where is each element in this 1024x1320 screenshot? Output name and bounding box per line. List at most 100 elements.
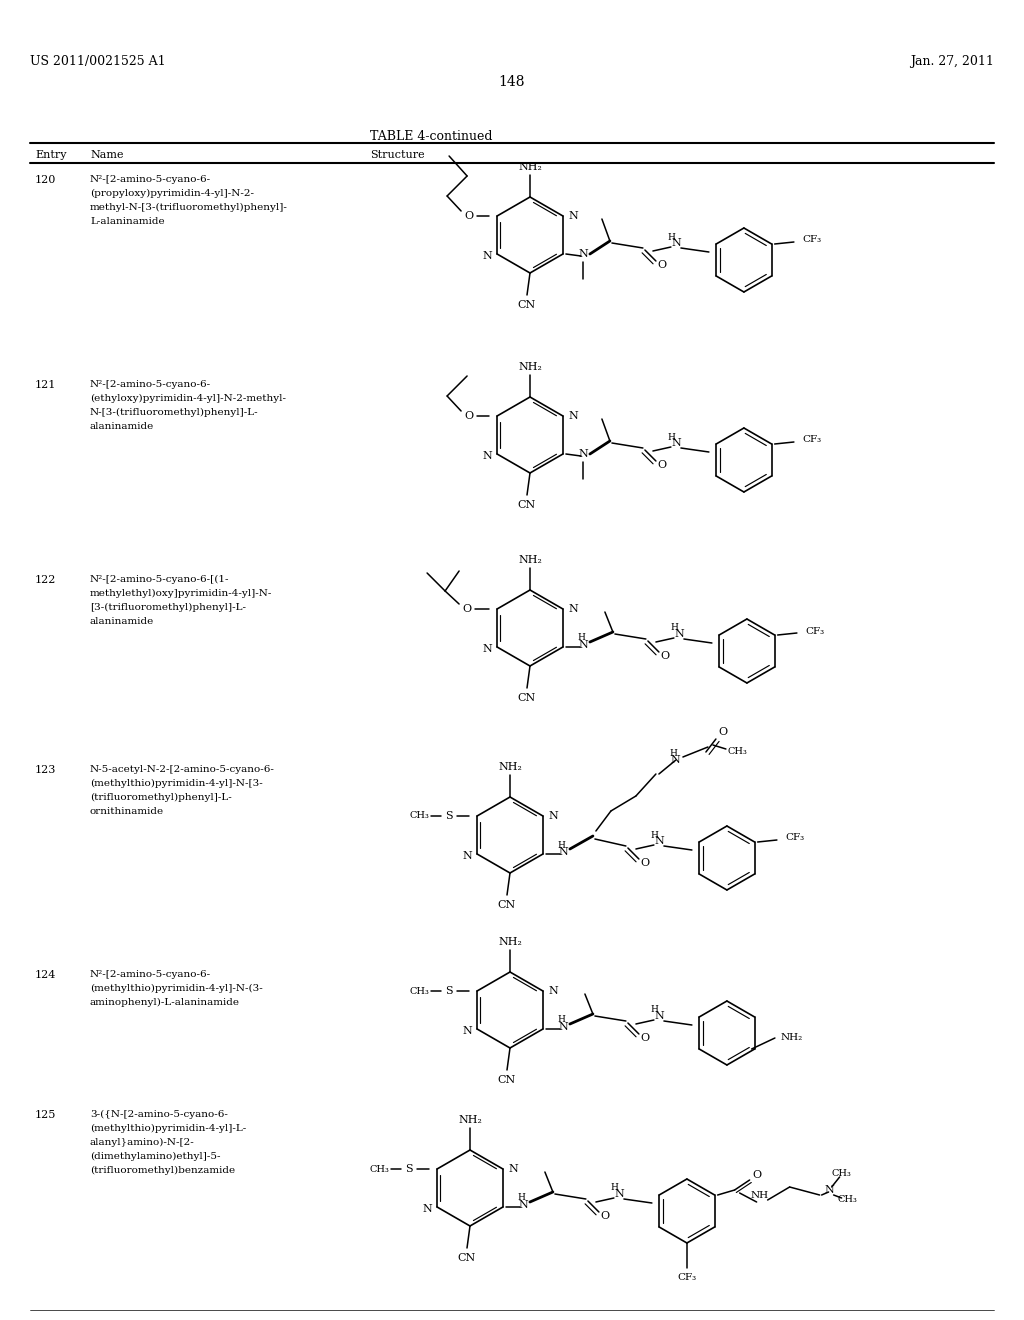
Text: N: N — [518, 1200, 527, 1210]
Text: H: H — [669, 748, 677, 758]
Text: H: H — [577, 634, 585, 643]
Text: N: N — [578, 640, 588, 649]
Text: NH₂: NH₂ — [498, 762, 522, 772]
Text: L-alaninamide: L-alaninamide — [90, 216, 165, 226]
Text: N²-[2-amino-5-cyano-6-: N²-[2-amino-5-cyano-6- — [90, 176, 211, 183]
Text: N: N — [508, 1164, 518, 1173]
Text: CN: CN — [458, 1253, 476, 1263]
Text: N: N — [674, 630, 684, 639]
Text: O: O — [465, 411, 474, 421]
Text: alanyl}amino)-N-[2-: alanyl}amino)-N-[2- — [90, 1138, 195, 1147]
Text: N²-[2-amino-5-cyano-6-[(1-: N²-[2-amino-5-cyano-6-[(1- — [90, 576, 229, 585]
Text: N: N — [422, 1204, 432, 1214]
Text: O: O — [752, 1170, 761, 1180]
Text: O: O — [640, 1034, 649, 1043]
Text: TABLE 4-continued: TABLE 4-continued — [370, 129, 493, 143]
Text: N: N — [670, 755, 680, 766]
Text: N: N — [614, 1189, 624, 1199]
Text: (methylthio)pyrimidin-4-yl]-L-: (methylthio)pyrimidin-4-yl]-L- — [90, 1125, 246, 1133]
Text: S: S — [445, 810, 453, 821]
Text: CF₃: CF₃ — [805, 627, 824, 635]
Text: H: H — [557, 841, 565, 850]
Text: N²-[2-amino-5-cyano-6-: N²-[2-amino-5-cyano-6- — [90, 970, 211, 979]
Text: N: N — [654, 1011, 664, 1020]
Text: H: H — [517, 1193, 525, 1203]
Text: (ethyloxy)pyrimidin-4-yl]-N-2-methyl-: (ethyloxy)pyrimidin-4-yl]-N-2-methyl- — [90, 393, 286, 403]
Text: methylethyl)oxy]pyrimidin-4-yl]-N-: methylethyl)oxy]pyrimidin-4-yl]-N- — [90, 589, 272, 598]
Text: 123: 123 — [35, 766, 56, 775]
Text: CF₃: CF₃ — [785, 833, 805, 842]
Text: O: O — [640, 858, 649, 869]
Text: NH₂: NH₂ — [518, 362, 542, 372]
Text: N: N — [558, 847, 567, 857]
Text: N: N — [548, 810, 558, 821]
Text: CH₃: CH₃ — [410, 812, 429, 821]
Text: ornithinamide: ornithinamide — [90, 807, 164, 816]
Text: H: H — [650, 1006, 657, 1015]
Text: N: N — [568, 211, 578, 220]
Text: CF₃: CF₃ — [803, 436, 821, 445]
Text: CN: CN — [498, 900, 516, 909]
Text: N: N — [578, 449, 588, 459]
Text: O: O — [657, 260, 667, 271]
Text: H: H — [667, 433, 675, 441]
Text: O: O — [465, 211, 474, 220]
Text: N-[3-(trifluoromethyl)phenyl]-L-: N-[3-(trifluoromethyl)phenyl]-L- — [90, 408, 259, 417]
Text: O: O — [719, 727, 727, 737]
Text: (methylthio)pyrimidin-4-yl]-N-(3-: (methylthio)pyrimidin-4-yl]-N-(3- — [90, 983, 263, 993]
Text: N: N — [578, 249, 588, 259]
Text: N: N — [548, 986, 558, 997]
Text: N: N — [824, 1185, 835, 1195]
Text: NH₂: NH₂ — [518, 554, 542, 565]
Text: alaninamide: alaninamide — [90, 616, 155, 626]
Text: alaninamide: alaninamide — [90, 422, 155, 432]
Text: N: N — [482, 644, 492, 653]
Text: N: N — [462, 1026, 472, 1036]
Text: 148: 148 — [499, 75, 525, 88]
Text: NH₂: NH₂ — [780, 1034, 803, 1043]
Text: Jan. 27, 2011: Jan. 27, 2011 — [910, 55, 994, 69]
Text: NH₂: NH₂ — [458, 1115, 482, 1125]
Text: 3-({N-[2-amino-5-cyano-6-: 3-({N-[2-amino-5-cyano-6- — [90, 1110, 228, 1119]
Text: N: N — [671, 238, 681, 248]
Text: Name: Name — [90, 150, 124, 160]
Text: NH₂: NH₂ — [518, 162, 542, 172]
Text: O: O — [600, 1210, 609, 1221]
Text: Entry: Entry — [35, 150, 67, 160]
Text: N: N — [671, 438, 681, 447]
Text: H: H — [650, 830, 657, 840]
Text: H: H — [667, 232, 675, 242]
Text: CN: CN — [518, 500, 537, 510]
Text: (trifluoromethyl)phenyl]-L-: (trifluoromethyl)phenyl]-L- — [90, 793, 231, 803]
Text: CN: CN — [498, 1074, 516, 1085]
Text: N: N — [482, 451, 492, 461]
Text: N: N — [654, 836, 664, 846]
Text: (trifluoromethyl)benzamide: (trifluoromethyl)benzamide — [90, 1166, 236, 1175]
Text: 120: 120 — [35, 176, 56, 185]
Text: CH₃: CH₃ — [370, 1164, 389, 1173]
Text: 122: 122 — [35, 576, 56, 585]
Text: NH: NH — [751, 1191, 769, 1200]
Text: CH₃: CH₃ — [831, 1168, 852, 1177]
Text: 121: 121 — [35, 380, 56, 389]
Text: NH₂: NH₂ — [498, 937, 522, 946]
Text: CH₃: CH₃ — [728, 747, 748, 756]
Text: H: H — [670, 623, 678, 632]
Text: N²-[2-amino-5-cyano-6-: N²-[2-amino-5-cyano-6- — [90, 380, 211, 389]
Text: N-5-acetyl-N-2-[2-amino-5-cyano-6-: N-5-acetyl-N-2-[2-amino-5-cyano-6- — [90, 766, 274, 774]
Text: CF₃: CF₃ — [803, 235, 821, 244]
Text: 125: 125 — [35, 1110, 56, 1119]
Text: S: S — [445, 986, 453, 997]
Text: (methylthio)pyrimidin-4-yl]-N-[3-: (methylthio)pyrimidin-4-yl]-N-[3- — [90, 779, 263, 788]
Text: N: N — [568, 605, 578, 614]
Text: CN: CN — [518, 693, 537, 704]
Text: Structure: Structure — [370, 150, 425, 160]
Text: CF₃: CF₃ — [677, 1274, 696, 1283]
Text: (dimethylamino)ethyl]-5-: (dimethylamino)ethyl]-5- — [90, 1152, 220, 1162]
Text: N: N — [568, 411, 578, 421]
Text: N: N — [462, 851, 472, 861]
Text: S: S — [406, 1164, 413, 1173]
Text: [3-(trifluoromethyl)phenyl]-L-: [3-(trifluoromethyl)phenyl]-L- — [90, 603, 246, 612]
Text: H: H — [610, 1184, 617, 1192]
Text: N: N — [482, 251, 492, 261]
